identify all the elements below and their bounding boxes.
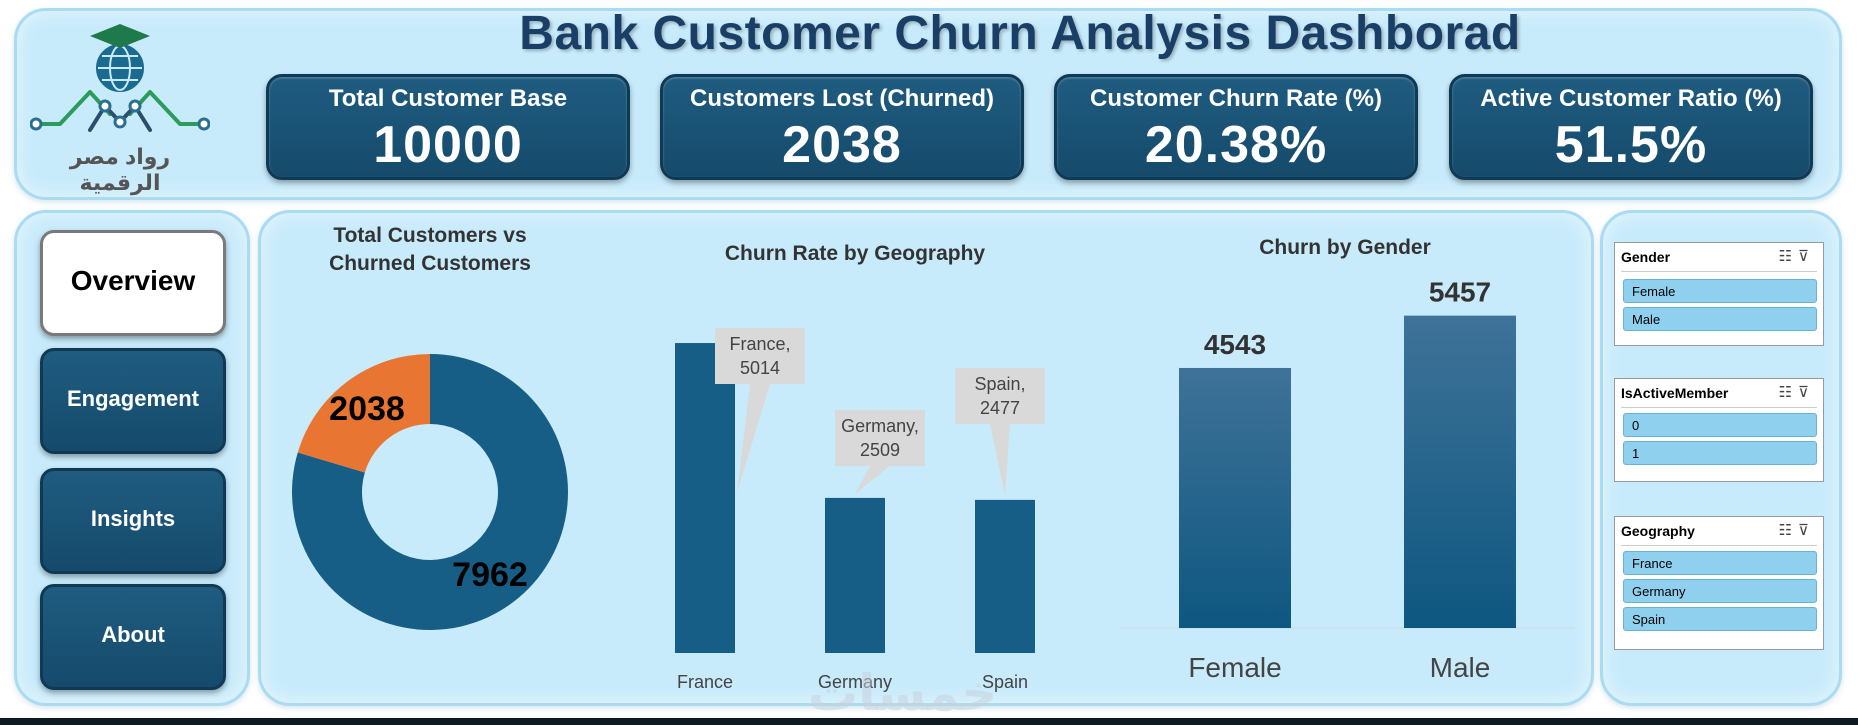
nav-insights-button[interactable]: Insights [40,468,226,574]
slicer-item-germany[interactable]: Germany [1623,579,1817,603]
geography-chart-title: Churn Rate by Geography [724,242,986,265]
gender-slicer: Gender ☷⊽ Female Male [1614,242,1824,346]
kpi-label: Customer Churn Rate (%) [1089,85,1383,112]
slicer-title: IsActiveMember [1621,385,1729,401]
nav-engagement-button[interactable]: Engagement [40,348,226,454]
slicer-item-spain[interactable]: Spain [1623,607,1817,631]
kpi-churn-rate: Customer Churn Rate (%) 20.38% [1054,74,1418,180]
kpi-value: 51.5% [1554,116,1708,174]
kpi-active-ratio: Active Customer Ratio (%) 51.5% [1449,74,1813,180]
slicer-divider [1621,271,1817,272]
kpi-customers-lost: Customers Lost (Churned) 2038 [660,74,1024,180]
slicer-item-1[interactable]: 1 [1623,441,1817,465]
slicer-item-0[interactable]: 0 [1623,413,1817,437]
slicer-divider [1621,545,1817,546]
logo-icon [30,24,210,132]
kpi-value: 2038 [782,116,902,174]
slicer-item-male[interactable]: Male [1623,307,1817,331]
nav-about-button[interactable]: About [40,584,226,690]
kpi-label: Total Customer Base [328,85,568,112]
slicer-item-female[interactable]: Female [1623,279,1817,303]
multi-select-icon[interactable]: ☷⊽ [1778,248,1815,265]
kpi-value: 10000 [373,116,523,174]
donut-chart-title: Total Customers vs Churned Customers [329,224,531,275]
kpi-label: Active Customer Ratio (%) [1480,85,1782,112]
kpi-value: 20.38% [1144,116,1328,174]
slicer-title: Gender [1621,249,1671,265]
dashboard-title: Bank Customer Churn Analysis Dashborad [519,7,1521,60]
charts-panel [258,210,1594,706]
isactivemember-slicer: IsActiveMember ☷⊽ 0 1 [1614,378,1824,482]
multi-select-icon[interactable]: ☷⊽ [1778,522,1815,539]
geography-slicer: Geography ☷⊽ France Germany Spain [1614,516,1824,650]
multi-select-icon[interactable]: ☷⊽ [1778,384,1815,401]
bottom-bar [0,718,1858,725]
slicer-divider [1621,407,1817,408]
nav-overview-button[interactable]: Overview [40,230,226,336]
watermark-text: خمسات [808,665,998,721]
logo-text: رواد مصر الرقمية [69,144,171,195]
kpi-total-customers: Total Customer Base 10000 [266,74,630,180]
kpi-label: Customers Lost (Churned) [689,85,994,112]
slicer-item-france[interactable]: France [1623,551,1817,575]
gender-chart-title: Churn by Gender [1259,236,1431,259]
slicer-title: Geography [1621,523,1695,539]
